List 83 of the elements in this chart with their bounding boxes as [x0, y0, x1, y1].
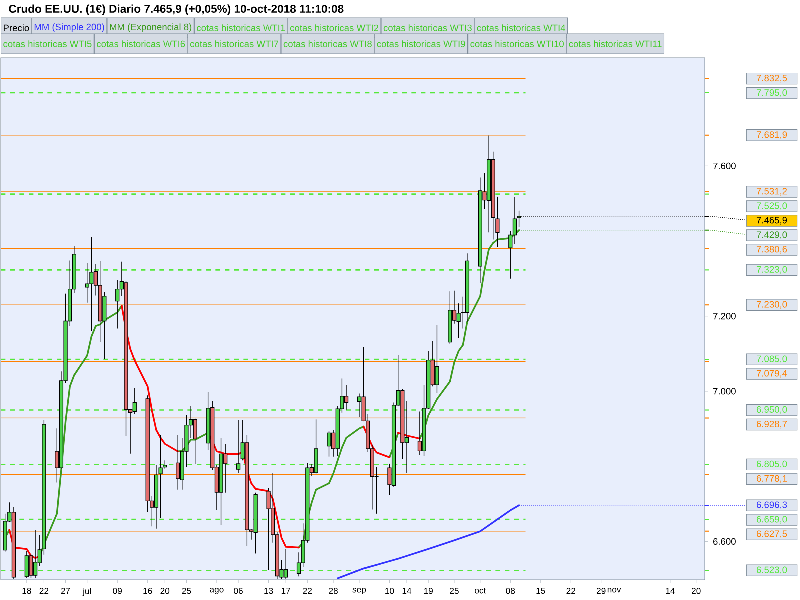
x-tick-label: jul	[82, 588, 92, 596]
candlestick	[90, 237, 94, 332]
candlestick	[344, 384, 349, 410]
x-tick-label: 14	[666, 588, 675, 594]
ref-line-label: 7.795,0	[756, 90, 788, 98]
text: MM (Exponencial 8)	[110, 24, 192, 32]
x-tick-label: 22	[40, 588, 49, 594]
candlestick	[193, 418, 198, 464]
x-tick-label: 16	[144, 588, 152, 594]
x-tick-label: 13	[264, 588, 274, 594]
annotation: 7.465,9	[756, 217, 788, 225]
x-tick-label: 25	[182, 588, 192, 594]
text: cotas historicas WTI6	[97, 40, 186, 48]
ref-line-label: 6.778,1	[756, 475, 788, 484]
x-tick-label: 22	[303, 588, 312, 594]
ref-line-label: 6.950,0	[756, 406, 788, 414]
chart-title: Crudo EE.UU. (1€) Diario 7.465,9 (+0,05%) 10-oct-2018 11:10:08	[9, 4, 344, 16]
text: cotas historicas WTI3	[384, 24, 472, 32]
text: cotas historicas WTI10	[470, 40, 564, 48]
text: cotas historicas WTI11	[569, 40, 662, 48]
ref-line-label: 7.380,6	[756, 246, 788, 254]
ref-line-label: 6.523,0	[756, 566, 788, 574]
x-tick-label: 18	[22, 588, 32, 594]
candlestick	[33, 530, 38, 578]
x-tick-label: 14	[402, 588, 412, 594]
x-tick-label: 17	[282, 588, 290, 594]
ref-line-label: 6.805,0	[756, 460, 788, 469]
x-tick-label: 10	[386, 588, 394, 594]
annotation: 6.696,3	[756, 502, 788, 510]
text: cotas historicas WTI7	[190, 40, 278, 48]
ref-line-label: 7.681,9	[756, 132, 788, 140]
text: Precio	[4, 24, 30, 32]
x-tick-label: nov	[608, 588, 622, 593]
candlestick	[496, 196, 500, 248]
candlestick	[512, 196, 518, 245]
candlestick	[116, 280, 120, 330]
text: MM (Simple 200)	[34, 24, 104, 32]
x-tick-label: 15	[536, 588, 546, 594]
y-tick-label: 7.000	[714, 388, 736, 395]
x-tick-label: 22	[566, 588, 576, 594]
x-tick-label: 06	[234, 588, 243, 594]
candlestick	[236, 420, 241, 474]
ref-line-label: 6.627,5	[756, 530, 788, 538]
candlestick	[327, 430, 332, 458]
text: cotas historicas WTI8	[284, 40, 372, 48]
y-tick-label: 6.600	[714, 538, 736, 545]
x-tick-label: 08	[506, 588, 516, 594]
y-tick-label: 7.200	[714, 313, 736, 320]
candlestick	[418, 411, 422, 456]
x-tick-label: 19	[424, 588, 433, 594]
x-tick-label: 29	[596, 588, 606, 594]
candlestick	[266, 488, 271, 571]
candlestick	[357, 393, 362, 418]
x-tick-label: sep	[352, 588, 366, 594]
candlestick	[456, 303, 461, 338]
text: cotas historicas WTI5	[4, 40, 92, 48]
ref-line-label: 7.525,0	[756, 202, 788, 210]
x-tick-label: 28	[329, 588, 338, 594]
y-tick-label: 7.600	[714, 162, 736, 170]
text: cotas historicas WTI4	[477, 24, 566, 32]
x-tick-label: 20	[160, 588, 170, 594]
ref-line-label: 7.085,0	[756, 356, 788, 364]
ref-line-label: 7.323,0	[756, 266, 788, 274]
text: cotas historicas WTI9	[377, 40, 466, 48]
candlestick	[435, 325, 440, 394]
ref-line-label: 7.079,4	[756, 370, 788, 378]
ref-line-label: 7.832,5	[756, 75, 788, 83]
x-tick-label: 27	[61, 588, 70, 594]
candlestick	[284, 548, 288, 580]
candlestick	[176, 435, 180, 490]
x-tick-label: ago	[210, 588, 224, 594]
candlestick	[132, 388, 137, 414]
text: cotas historicas WTI1	[197, 24, 286, 32]
ref-line-label: 6.928,7	[756, 420, 788, 429]
x-tick-label: 09	[113, 588, 122, 594]
annotation: 7.429,0	[756, 232, 788, 240]
ref-line-label: 7.230,0	[756, 301, 788, 309]
ref-line-label: 6.659,0	[756, 516, 788, 524]
x-tick-label: oct	[475, 588, 486, 594]
x-tick-label: 20	[692, 588, 701, 594]
x-tick-label: 25	[450, 588, 459, 594]
ref-line-label: 7.531,2	[756, 188, 788, 196]
text: cotas historicas WTI2	[290, 24, 378, 32]
